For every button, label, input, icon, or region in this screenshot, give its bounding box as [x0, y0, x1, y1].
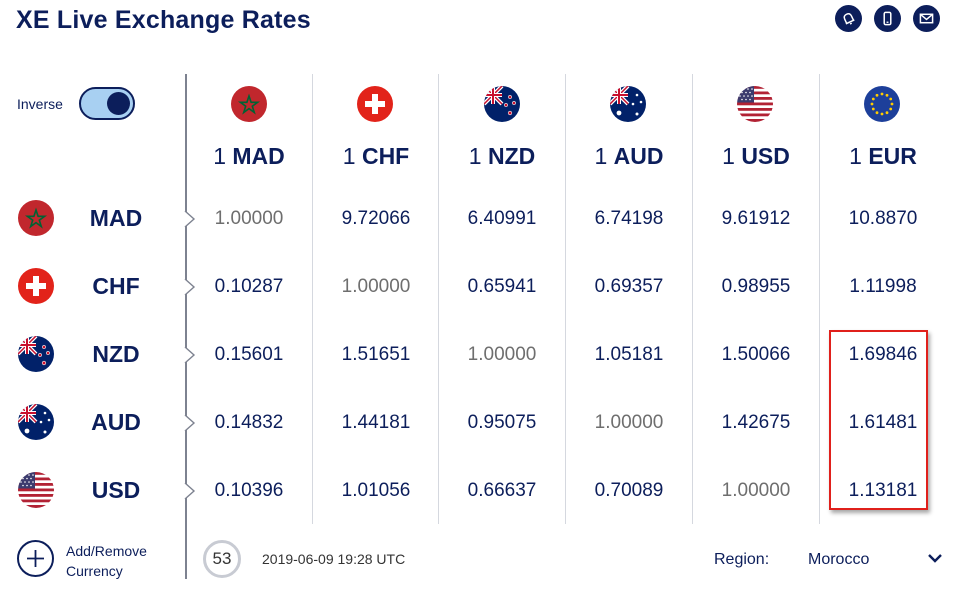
column-divider: [312, 74, 313, 524]
rate-cell: 0.10396: [214, 480, 284, 501]
rate-cell: 1.01056: [341, 480, 411, 501]
chevron-right-icon: [184, 278, 196, 296]
rate-cell: 9.72066: [341, 208, 411, 229]
rate-cell: 1.42675: [721, 412, 791, 433]
rate-cell: 0.70089: [594, 480, 664, 501]
rate-cell: 0.69357: [594, 276, 664, 297]
chevron-right-icon: [184, 210, 196, 228]
eu-flag-icon: [864, 86, 900, 122]
row-header-chf[interactable]: CHF: [92, 273, 140, 299]
chevron-right-icon: [184, 414, 196, 432]
rate-cell: 1.44181: [341, 412, 411, 433]
column-header-chf[interactable]: 1 CHF: [313, 143, 439, 170]
column-divider: [565, 74, 566, 524]
column-divider: [438, 74, 439, 524]
row-header-divider: [185, 74, 187, 579]
rate-cell: 1.00000: [467, 344, 537, 365]
chevron-right-icon: [184, 346, 196, 364]
morocco-flag-icon: [18, 200, 54, 236]
usa-flag-icon: [737, 86, 773, 122]
rate-cell: 0.66637: [467, 480, 537, 501]
column-amount: 1: [849, 143, 862, 169]
new-zealand-flag-icon: [18, 336, 54, 372]
row-header-nzd[interactable]: NZD: [92, 341, 140, 367]
plus-icon: [27, 550, 44, 567]
column-amount: 1: [468, 143, 482, 169]
column-amount: 1: [722, 143, 735, 169]
rate-cell: 1.00000: [594, 412, 664, 433]
rate-cell: 0.14832: [214, 412, 284, 433]
row-header-aud[interactable]: AUD: [91, 409, 141, 435]
toggle-knob[interactable]: [107, 92, 130, 115]
morocco-flag-icon: [231, 86, 267, 122]
column-header-eur[interactable]: 1 EUR: [820, 143, 946, 170]
switzerland-flag-icon: [18, 268, 54, 304]
add-remove-currency-link[interactable]: Add/Remove Currency: [66, 541, 147, 581]
inverse-toggle[interactable]: [79, 87, 135, 120]
inverse-label: Inverse: [17, 96, 63, 112]
rate-cell: 1.11998: [849, 276, 917, 297]
rate-cell: 1.69846: [848, 344, 918, 365]
column-amount: 1: [594, 143, 608, 169]
switzerland-flag-icon: [357, 86, 393, 122]
rate-cell: 0.10287: [214, 276, 284, 297]
rate-cell: 9.61912: [721, 208, 791, 229]
rate-cell: 0.95075: [467, 412, 537, 433]
usa-flag-icon: [18, 472, 54, 508]
rate-cell: 1.05181: [594, 344, 664, 365]
column-amount: 1: [213, 143, 226, 169]
add-label-line2: Currency: [66, 563, 123, 579]
column-header-aud[interactable]: 1 AUD: [566, 143, 692, 170]
column-code: USD: [741, 143, 790, 169]
rate-cell: 6.40991: [467, 208, 537, 229]
rate-cell: 1.50066: [721, 344, 791, 365]
column-divider: [692, 74, 693, 524]
rate-cell: 0.15601: [214, 344, 284, 365]
refresh-countdown: 53: [203, 540, 241, 578]
rate-cell: 0.98955: [721, 276, 791, 297]
rate-cell: 10.8870: [848, 208, 918, 229]
rate-cell: 1.61481: [848, 412, 918, 433]
mail-icon[interactable]: [913, 5, 940, 32]
rate-cell: 1.00000: [341, 276, 411, 297]
bell-icon[interactable]: [835, 5, 862, 32]
timestamp: 2019-06-09 19:28 UTC: [262, 551, 406, 567]
australia-flag-icon: [18, 404, 54, 440]
mobile-icon[interactable]: [874, 5, 901, 32]
highlight-box: [829, 330, 928, 510]
row-header-mad[interactable]: MAD: [89, 205, 143, 231]
column-header-usd[interactable]: 1 USD: [693, 143, 819, 170]
add-label-line1: Add/Remove: [66, 543, 147, 559]
region-select[interactable]: Morocco: [808, 548, 943, 572]
chevron-down-icon: [928, 554, 942, 563]
australia-flag-icon: [610, 86, 646, 122]
rate-cell: 1.00000: [214, 208, 284, 229]
rate-cell: 1.00000: [721, 480, 791, 501]
column-header-mad[interactable]: 1 MAD: [186, 143, 312, 170]
rate-cell: 1.13181: [848, 480, 918, 501]
column-header-nzd[interactable]: 1 NZD: [439, 143, 565, 170]
chevron-right-icon: [184, 482, 196, 500]
page-title: XE Live Exchange Rates: [16, 6, 311, 34]
column-divider: [819, 74, 820, 524]
rate-cell: 6.74198: [594, 208, 664, 229]
column-amount: 1: [342, 143, 356, 169]
new-zealand-flag-icon: [484, 86, 520, 122]
rate-cell: 0.65941: [467, 276, 537, 297]
column-code: AUD: [613, 143, 664, 169]
header-actions: [835, 5, 940, 32]
column-code: EUR: [868, 143, 917, 169]
column-code: MAD: [232, 143, 285, 169]
row-header-usd[interactable]: USD: [91, 477, 141, 503]
rate-cell: 1.51651: [341, 344, 411, 365]
column-code: NZD: [487, 143, 536, 169]
column-code: CHF: [361, 143, 410, 169]
region-value: Morocco: [808, 551, 870, 568]
add-currency-button[interactable]: [17, 540, 54, 577]
region-label: Region:: [714, 551, 770, 568]
